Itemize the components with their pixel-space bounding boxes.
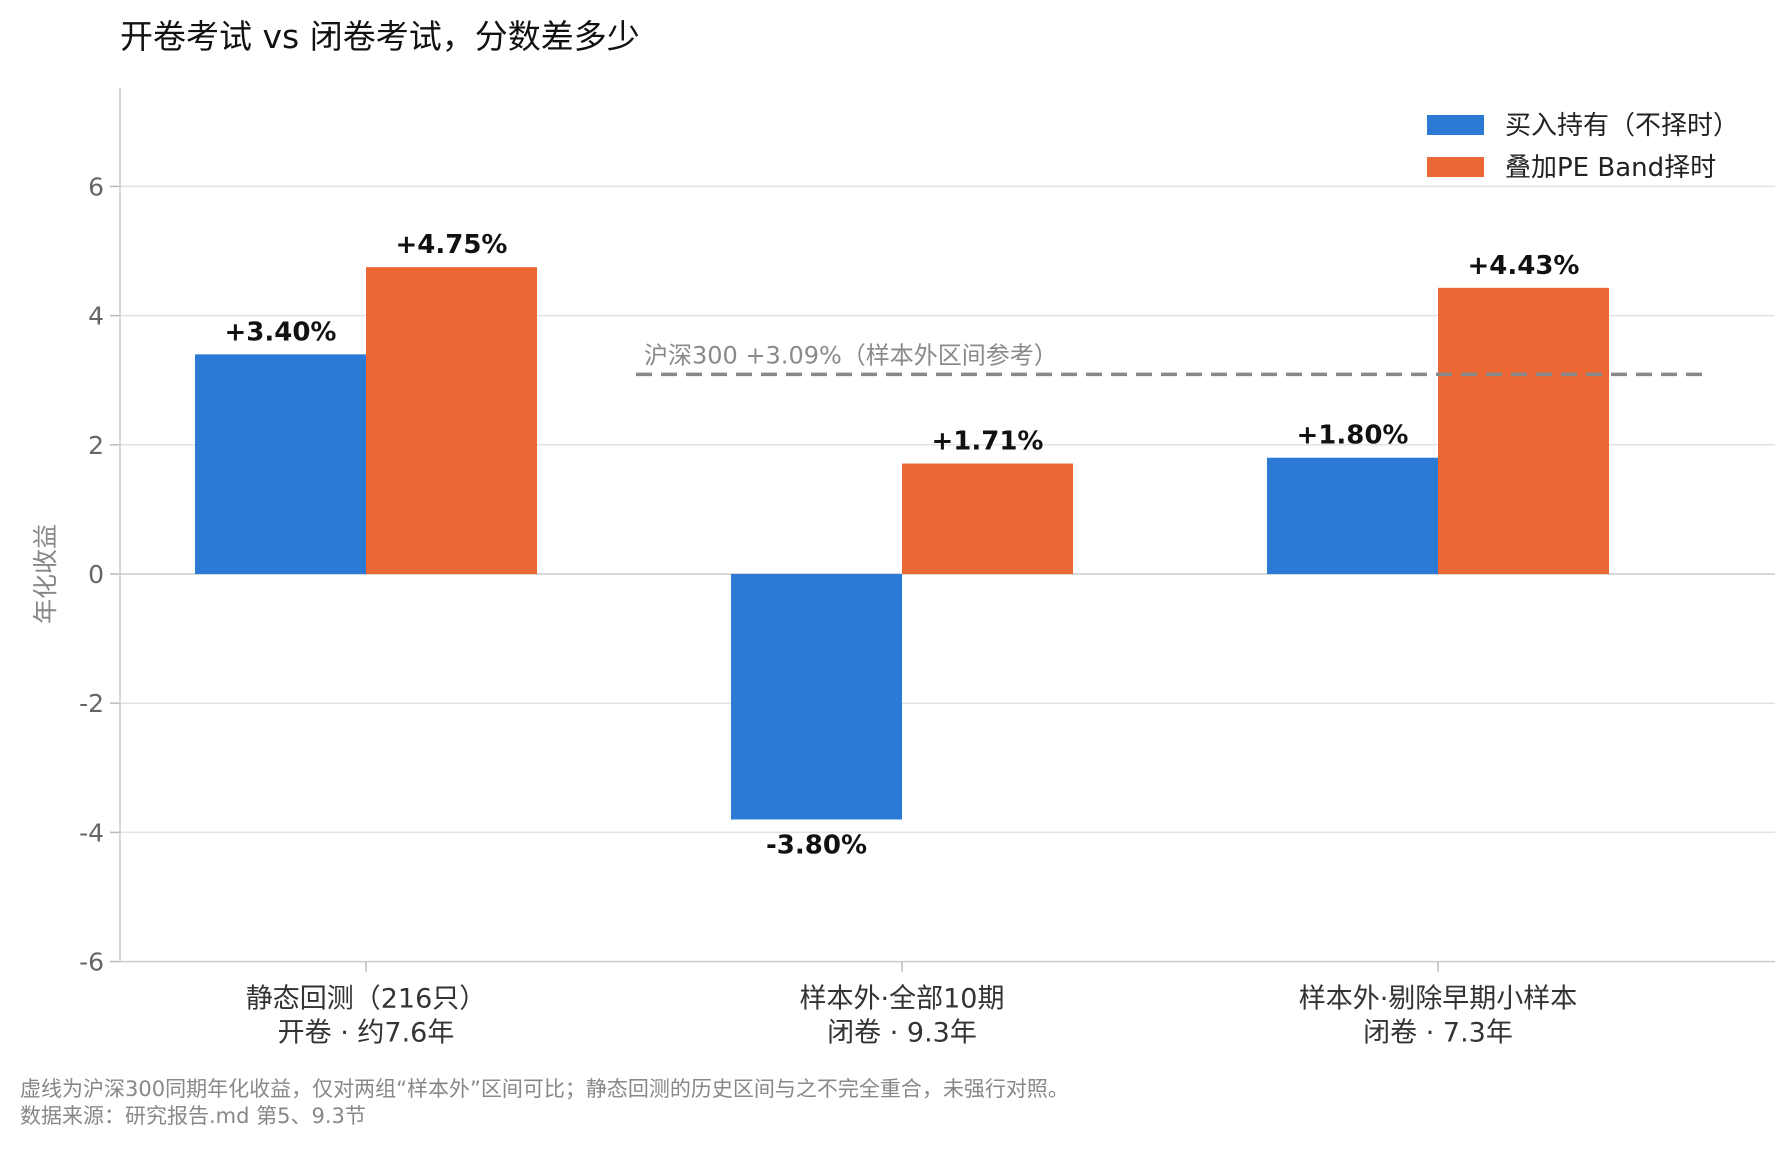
y-tick-label: 6 [88, 172, 104, 201]
x-tick-label: 静态回测（216只） [246, 984, 487, 1015]
legend-swatch [1427, 115, 1484, 135]
y-tick-label: -2 [79, 689, 104, 718]
footnote-note: 虚线为沪深300同期年化收益，仅对两组“样本外”区间可比；静态回测的历史区间与之… [20, 1077, 1069, 1101]
x-tick-label: 样本外·剔除早期小样本 [1299, 984, 1578, 1015]
bar-pe-band-1 [366, 267, 537, 574]
chart-title: 开卷考试 vs 闭卷考试，分数差多少 [120, 17, 640, 56]
footnote-source: 数据来源：研究报告.md 第5、9.3节 [20, 1104, 366, 1128]
legend-label: 买入持有（不择时） [1505, 111, 1739, 141]
x-tick-sublabel: 开卷 · 约7.6年 [278, 1018, 455, 1049]
value-labels: +3.40% +4.75% -3.80% +1.71% +1.80% +4.43% [225, 230, 1580, 860]
reference-line-label: 沪深300 +3.09%（样本外区间参考） [644, 341, 1058, 369]
y-axis-title: 年化收益 [31, 524, 60, 624]
y-tick-label: 0 [88, 560, 104, 589]
bar-buy-hold-3 [1267, 457, 1438, 574]
bar-buy-hold-2 [731, 574, 902, 820]
y-tick-label: -6 [79, 948, 104, 977]
bar-pe-band-2 [902, 463, 1073, 574]
reference-line-group: 沪深300 +3.09%（样本外区间参考） [636, 341, 1708, 377]
value-label: -3.80% [766, 830, 867, 860]
value-label: +1.71% [932, 427, 1044, 457]
x-tick-sublabel: 闭卷 · 9.3年 [827, 1018, 977, 1049]
x-tick-label: 样本外·全部10期 [800, 984, 1005, 1015]
bars [195, 267, 1609, 820]
y-tick-label: -4 [79, 818, 104, 847]
x-tick-sublabel: 闭卷 · 7.3年 [1363, 1018, 1513, 1049]
legend: 买入持有（不择时） 叠加PE Band择时 [1427, 111, 1739, 183]
legend-label: 叠加PE Band择时 [1505, 153, 1716, 183]
value-label: +4.75% [396, 230, 508, 260]
value-label: +1.80% [1297, 421, 1409, 451]
legend-swatch [1427, 157, 1484, 177]
y-tick-label: 4 [88, 302, 104, 331]
y-tick-label: 2 [88, 431, 104, 460]
value-label: +4.43% [1468, 251, 1580, 281]
bar-pe-band-3 [1438, 287, 1609, 574]
value-label: +3.40% [225, 317, 337, 347]
bar-buy-hold-1 [195, 354, 366, 574]
